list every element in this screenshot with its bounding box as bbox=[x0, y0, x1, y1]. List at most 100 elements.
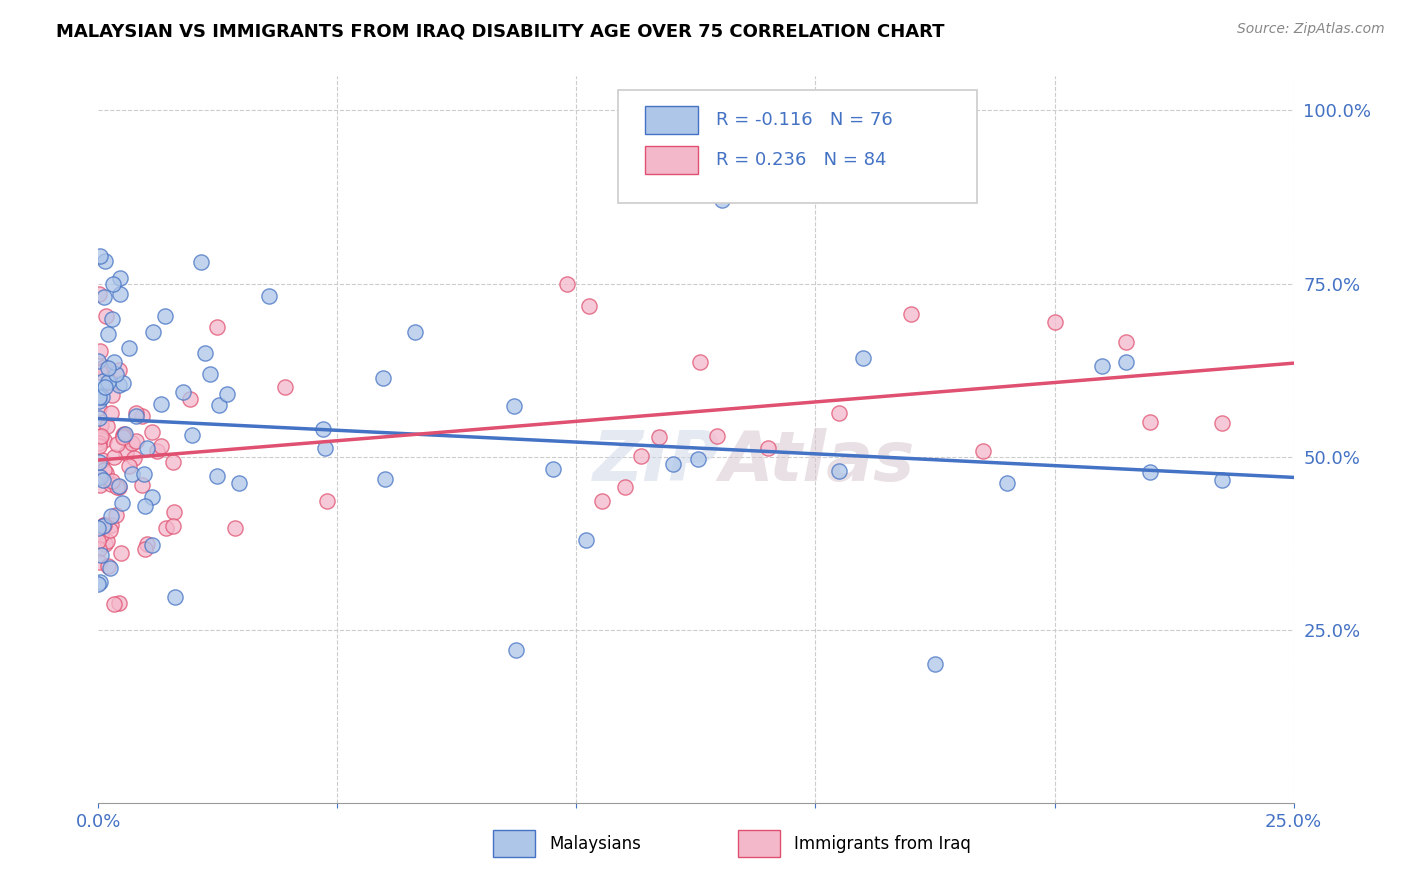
Point bbox=[89, 365, 111, 379]
Point bbox=[141, 425, 163, 440]
Point bbox=[87, 534, 110, 549]
Point bbox=[575, 533, 598, 548]
Point bbox=[163, 505, 186, 519]
Point bbox=[93, 537, 115, 551]
Point bbox=[592, 494, 614, 508]
Point bbox=[135, 441, 157, 455]
Point bbox=[107, 480, 129, 494]
Point bbox=[93, 433, 115, 447]
Point bbox=[131, 478, 153, 492]
Point bbox=[105, 480, 128, 494]
Point bbox=[228, 475, 250, 490]
Point bbox=[93, 473, 115, 487]
Point bbox=[89, 478, 111, 492]
Point bbox=[134, 542, 156, 557]
Point bbox=[132, 467, 155, 481]
Point bbox=[97, 558, 120, 573]
Point bbox=[1211, 473, 1233, 487]
Point bbox=[93, 518, 115, 533]
Text: Immigrants from Iraq: Immigrants from Iraq bbox=[794, 835, 972, 853]
Point bbox=[100, 477, 122, 491]
Point bbox=[90, 527, 112, 541]
Point bbox=[90, 390, 112, 404]
Point bbox=[108, 479, 131, 493]
Point bbox=[118, 341, 141, 355]
Point bbox=[1115, 355, 1137, 369]
Point bbox=[100, 518, 122, 533]
Point bbox=[87, 401, 110, 415]
Point bbox=[756, 441, 779, 455]
Point bbox=[181, 427, 204, 442]
Point bbox=[142, 325, 165, 339]
Point bbox=[89, 287, 111, 301]
FancyBboxPatch shape bbox=[619, 90, 977, 203]
Point bbox=[1139, 415, 1161, 429]
Point bbox=[314, 441, 336, 455]
Point bbox=[87, 576, 110, 591]
Point bbox=[108, 271, 131, 285]
Point bbox=[198, 367, 221, 381]
Point bbox=[100, 561, 122, 575]
Point bbox=[94, 380, 117, 394]
Point bbox=[125, 406, 148, 420]
Point bbox=[108, 363, 131, 377]
Point bbox=[162, 518, 184, 533]
Point bbox=[87, 455, 110, 469]
Point bbox=[163, 590, 186, 604]
Point bbox=[91, 519, 114, 533]
Point bbox=[89, 470, 111, 484]
Point bbox=[208, 398, 231, 412]
Text: Source: ZipAtlas.com: Source: ZipAtlas.com bbox=[1237, 22, 1385, 37]
Point bbox=[155, 521, 177, 535]
Point bbox=[90, 417, 112, 432]
Point bbox=[100, 406, 122, 420]
Point bbox=[89, 344, 111, 359]
Point bbox=[371, 371, 394, 385]
Point bbox=[274, 380, 297, 394]
FancyBboxPatch shape bbox=[644, 146, 699, 174]
Point bbox=[89, 575, 111, 590]
Point bbox=[87, 541, 110, 556]
Point bbox=[706, 429, 728, 443]
Point bbox=[111, 496, 134, 510]
FancyBboxPatch shape bbox=[738, 830, 780, 857]
Point bbox=[96, 419, 118, 434]
Text: Atlas: Atlas bbox=[720, 427, 915, 495]
Point bbox=[103, 355, 125, 369]
Point bbox=[194, 346, 217, 360]
Point bbox=[374, 472, 396, 486]
Point bbox=[105, 437, 128, 451]
Point bbox=[502, 400, 524, 414]
Point bbox=[555, 277, 578, 291]
Point bbox=[1139, 465, 1161, 479]
Point bbox=[149, 397, 172, 411]
Point bbox=[121, 436, 143, 450]
Point bbox=[87, 556, 110, 570]
Point bbox=[101, 475, 124, 489]
Point bbox=[312, 422, 335, 436]
Point bbox=[630, 449, 652, 463]
Text: R = 0.236   N = 84: R = 0.236 N = 84 bbox=[716, 151, 887, 169]
Point bbox=[122, 451, 145, 466]
Point bbox=[134, 499, 156, 513]
Point bbox=[118, 458, 141, 473]
Point bbox=[97, 326, 120, 341]
Point bbox=[90, 453, 112, 467]
Point bbox=[215, 387, 238, 401]
Point bbox=[121, 467, 143, 482]
Point bbox=[87, 411, 110, 425]
FancyBboxPatch shape bbox=[494, 830, 534, 857]
Point bbox=[1043, 315, 1066, 329]
Point bbox=[257, 289, 280, 303]
Point bbox=[162, 455, 184, 469]
Point bbox=[105, 368, 128, 382]
Point bbox=[90, 549, 112, 563]
FancyBboxPatch shape bbox=[644, 106, 699, 134]
Point bbox=[995, 476, 1018, 491]
Point bbox=[141, 490, 163, 504]
Point bbox=[108, 378, 131, 392]
Point bbox=[111, 428, 134, 442]
Text: R = -0.116   N = 76: R = -0.116 N = 76 bbox=[716, 112, 893, 129]
Point bbox=[613, 480, 636, 494]
Point bbox=[852, 351, 875, 365]
